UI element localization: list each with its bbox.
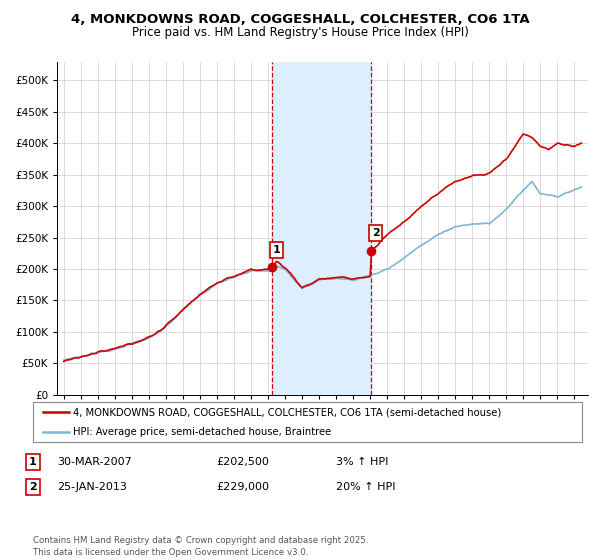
Text: 1: 1 xyxy=(272,245,280,255)
Text: 30-MAR-2007: 30-MAR-2007 xyxy=(57,457,132,467)
Text: 1: 1 xyxy=(29,457,37,467)
FancyBboxPatch shape xyxy=(33,402,582,442)
Text: 2: 2 xyxy=(29,482,37,492)
Text: 4, MONKDOWNS ROAD, COGGESHALL, COLCHESTER, CO6 1TA (semi-detached house): 4, MONKDOWNS ROAD, COGGESHALL, COLCHESTE… xyxy=(73,407,501,417)
Text: Price paid vs. HM Land Registry's House Price Index (HPI): Price paid vs. HM Land Registry's House … xyxy=(131,26,469,39)
Text: HPI: Average price, semi-detached house, Braintree: HPI: Average price, semi-detached house,… xyxy=(73,427,331,437)
Text: 3% ↑ HPI: 3% ↑ HPI xyxy=(336,457,388,467)
Text: 25-JAN-2013: 25-JAN-2013 xyxy=(57,482,127,492)
Text: £202,500: £202,500 xyxy=(216,457,269,467)
Bar xyxy=(272,62,371,395)
Text: 20% ↑ HPI: 20% ↑ HPI xyxy=(336,482,395,492)
Text: 2: 2 xyxy=(372,228,379,238)
Text: £229,000: £229,000 xyxy=(216,482,269,492)
Text: Contains HM Land Registry data © Crown copyright and database right 2025.
This d: Contains HM Land Registry data © Crown c… xyxy=(33,536,368,557)
Text: 4, MONKDOWNS ROAD, COGGESHALL, COLCHESTER, CO6 1TA: 4, MONKDOWNS ROAD, COGGESHALL, COLCHESTE… xyxy=(71,13,529,26)
